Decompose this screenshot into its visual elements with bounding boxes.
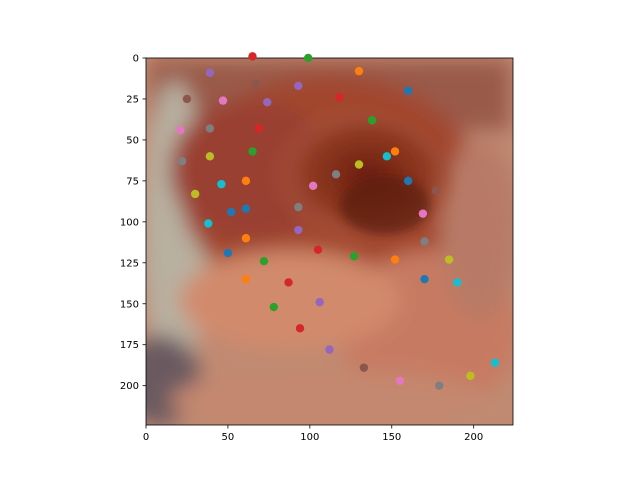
scatter-point xyxy=(294,202,303,212)
scatter-point xyxy=(248,147,257,156)
scatter-point xyxy=(251,80,260,89)
scatter-point xyxy=(349,252,359,261)
scatter-point xyxy=(218,96,228,105)
scatter-point xyxy=(308,181,318,190)
scatter-point xyxy=(354,66,364,76)
x-tick-label: 150 xyxy=(382,432,401,443)
y-tick-label: 150 xyxy=(120,299,139,310)
scatter-point xyxy=(248,52,257,61)
scatter-point xyxy=(403,176,413,186)
scatter-point xyxy=(420,274,429,284)
scatter-point xyxy=(254,124,264,133)
scatter-point xyxy=(335,93,344,102)
scatter-point xyxy=(217,179,226,189)
y-tick-label: 125 xyxy=(120,258,139,269)
scatter-point xyxy=(390,147,400,156)
scatter-point xyxy=(205,68,215,77)
scatter-point xyxy=(269,302,278,312)
scatter-points xyxy=(176,52,500,390)
scatter-point xyxy=(241,176,251,186)
scatter-point xyxy=(395,376,405,385)
scatter-point xyxy=(420,237,429,246)
scatter-point xyxy=(453,278,462,287)
scatter-point xyxy=(294,225,303,235)
plot-frame xyxy=(145,57,514,426)
scatter-point xyxy=(205,124,215,133)
scatter-point xyxy=(435,381,444,390)
scatter-point xyxy=(190,189,200,199)
scatter-point xyxy=(204,219,213,228)
y-tick-label: 25 xyxy=(126,94,139,105)
scatter-point xyxy=(226,207,236,217)
scatter-point xyxy=(263,98,272,107)
y-tick-label: 100 xyxy=(120,217,139,228)
x-tick-label: 0 xyxy=(143,432,149,443)
scatter-point xyxy=(325,345,334,354)
scatter-point xyxy=(223,248,233,258)
scatter-point xyxy=(354,160,364,169)
scatter-point xyxy=(359,363,369,372)
scatter-point xyxy=(284,278,293,287)
scatter-point xyxy=(294,81,303,91)
scatter-point xyxy=(182,94,192,104)
scatter-point xyxy=(390,255,400,264)
scatter-point xyxy=(205,152,215,161)
scatter-point xyxy=(176,125,185,135)
scatter-point xyxy=(444,255,454,264)
x-tick-label: 100 xyxy=(300,432,319,443)
y-tick-label: 50 xyxy=(126,135,139,146)
scatter-point xyxy=(315,297,324,307)
scatter-point xyxy=(177,157,187,166)
scatter-point xyxy=(241,274,251,284)
y-tick-label: 75 xyxy=(126,176,139,187)
scatter-point xyxy=(466,371,475,381)
scatter-point xyxy=(295,324,305,333)
x-tick-label: 200 xyxy=(464,432,483,443)
scatter-point xyxy=(241,234,251,243)
y-tick-label: 175 xyxy=(120,340,139,351)
scatter-point xyxy=(431,186,441,195)
ear-photo xyxy=(146,58,513,425)
scatter-point xyxy=(490,358,500,367)
scatter-point xyxy=(382,152,392,161)
scatter-point xyxy=(367,116,377,125)
scatter-point xyxy=(259,256,269,266)
scatter-point xyxy=(403,86,413,95)
x-axis: 0 50 100 150 200 xyxy=(143,425,483,443)
scatter-point xyxy=(313,245,323,254)
y-tick-label: 0 xyxy=(133,54,139,65)
y-axis: 0 25 50 75 100 125 150 175 200 xyxy=(120,54,146,392)
y-tick-label: 200 xyxy=(120,381,139,392)
scatter-point xyxy=(418,209,428,218)
scatter-point xyxy=(331,170,341,179)
scatter-point xyxy=(304,53,313,63)
x-tick-label: 50 xyxy=(222,432,235,443)
scatter-point xyxy=(241,204,251,213)
